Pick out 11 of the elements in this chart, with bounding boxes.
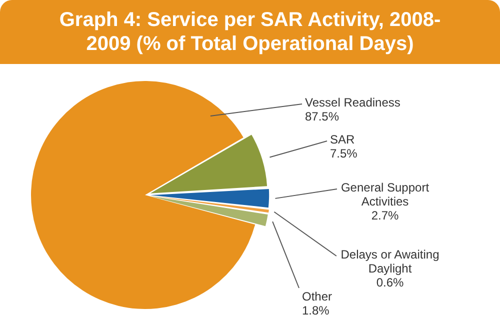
slice-label: Other [302,289,332,304]
slice-label: Delays or Awaiting Daylight [340,247,440,276]
chart-title: Graph 4: Service per SAR Activity, 2008-2009 (% of Total Operational Days) [58,8,442,56]
data-label: 7.5% [330,146,358,160]
slice-label: General Support Activities [340,180,430,208]
data-label: 1.8% [302,303,330,318]
slice-label: Vessel Readiness [305,95,400,110]
slice-label: SAR [330,132,356,146]
data-label: 0.6% [376,275,404,290]
data-label: 2.7% [371,208,399,222]
data-label: 87.5% [305,109,340,124]
